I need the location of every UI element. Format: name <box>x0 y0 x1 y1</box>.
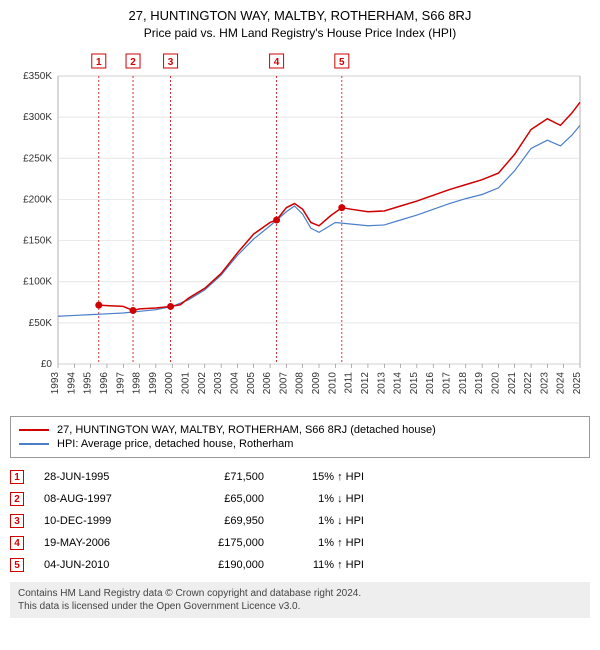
transaction-pct: 15% ↑ HPI <box>284 471 364 483</box>
svg-text:1998: 1998 <box>132 372 143 395</box>
svg-text:2014: 2014 <box>393 372 404 395</box>
transaction-row: 4 19-MAY-2006 £175,000 1% ↑ HPI <box>10 532 590 554</box>
svg-text:£350K: £350K <box>23 71 52 82</box>
svg-text:£200K: £200K <box>23 194 52 205</box>
transaction-date: 28-JUN-1995 <box>44 471 154 483</box>
chart-area: £0 £50K £100K £150K £200K £250K £300K £350K 1993… <box>10 48 590 408</box>
svg-text:2023: 2023 <box>539 372 550 395</box>
svg-text:2021: 2021 <box>507 372 518 395</box>
svg-text:2017: 2017 <box>442 372 453 395</box>
svg-text:2008: 2008 <box>295 372 306 395</box>
transaction-price: £71,500 <box>174 471 264 483</box>
transaction-table: 1 28-JUN-1995 £71,500 15% ↑ HPI 2 08-AUG-1997… <box>10 466 590 576</box>
footer-line: This data is licensed under the Open Gov… <box>18 600 582 613</box>
svg-text:2006: 2006 <box>262 372 273 395</box>
transaction-price: £190,000 <box>174 559 264 571</box>
transaction-pct: 1% ↑ HPI <box>284 537 364 549</box>
legend-swatch <box>19 443 49 445</box>
transaction-row: 3 10-DEC-1999 £69,950 1% ↓ HPI <box>10 510 590 532</box>
svg-text:£150K: £150K <box>23 236 52 247</box>
svg-text:2007: 2007 <box>278 372 289 395</box>
svg-text:2002: 2002 <box>197 372 208 395</box>
svg-text:£0: £0 <box>41 359 53 370</box>
svg-text:1: 1 <box>96 57 102 68</box>
legend-item: 27, HUNTINGTON WAY, MALTBY, ROTHERHAM, S… <box>19 424 581 436</box>
svg-text:2003: 2003 <box>213 372 224 395</box>
svg-text:1995: 1995 <box>83 372 94 395</box>
transaction-marker: 2 <box>10 492 24 506</box>
svg-text:2012: 2012 <box>360 372 371 395</box>
svg-text:£50K: £50K <box>29 318 53 329</box>
svg-text:1993: 1993 <box>50 372 61 395</box>
svg-text:2024: 2024 <box>556 372 567 395</box>
svg-text:1999: 1999 <box>148 372 159 395</box>
transaction-pct: 1% ↓ HPI <box>284 515 364 527</box>
svg-text:2022: 2022 <box>523 372 534 395</box>
chart-subtitle: Price paid vs. HM Land Registry's House … <box>10 26 590 40</box>
svg-text:2005: 2005 <box>246 372 257 395</box>
svg-text:£100K: £100K <box>23 277 52 288</box>
svg-text:4: 4 <box>274 57 280 68</box>
transaction-row: 2 08-AUG-1997 £65,000 1% ↓ HPI <box>10 488 590 510</box>
transaction-marker: 5 <box>10 558 24 572</box>
transaction-marker: 1 <box>10 470 24 484</box>
transaction-price: £175,000 <box>174 537 264 549</box>
legend-label: 27, HUNTINGTON WAY, MALTBY, ROTHERHAM, S… <box>57 424 436 436</box>
svg-text:2010: 2010 <box>327 372 338 395</box>
svg-text:1997: 1997 <box>115 372 126 395</box>
footer-line: Contains HM Land Registry data © Crown c… <box>18 587 582 600</box>
line-chart-svg: £0 £50K £100K £150K £200K £250K £300K £350K 1993… <box>10 48 590 408</box>
transaction-date: 10-DEC-1999 <box>44 515 154 527</box>
svg-text:2018: 2018 <box>458 372 469 395</box>
transaction-pct: 1% ↓ HPI <box>284 493 364 505</box>
svg-text:1996: 1996 <box>99 372 110 395</box>
svg-text:2: 2 <box>130 57 136 68</box>
transaction-pct: 11% ↑ HPI <box>284 559 364 571</box>
transaction-row: 1 28-JUN-1995 £71,500 15% ↑ HPI <box>10 466 590 488</box>
legend: 27, HUNTINGTON WAY, MALTBY, ROTHERHAM, S… <box>10 416 590 458</box>
svg-text:2019: 2019 <box>474 372 485 395</box>
transaction-date: 04-JUN-2010 <box>44 559 154 571</box>
transaction-price: £69,950 <box>174 515 264 527</box>
svg-text:3: 3 <box>168 57 174 68</box>
svg-text:2004: 2004 <box>229 372 240 395</box>
transaction-row: 5 04-JUN-2010 £190,000 11% ↑ HPI <box>10 554 590 576</box>
svg-text:2025: 2025 <box>572 372 583 395</box>
svg-text:2009: 2009 <box>311 372 322 395</box>
svg-text:2020: 2020 <box>490 372 501 395</box>
svg-text:£300K: £300K <box>23 112 52 123</box>
svg-text:2013: 2013 <box>376 372 387 395</box>
transaction-marker: 4 <box>10 536 24 550</box>
svg-text:2000: 2000 <box>164 372 175 395</box>
svg-text:1994: 1994 <box>66 372 77 395</box>
transaction-date: 08-AUG-1997 <box>44 493 154 505</box>
svg-text:2016: 2016 <box>425 372 436 395</box>
legend-item: HPI: Average price, detached house, Roth… <box>19 438 581 450</box>
svg-text:5: 5 <box>339 57 345 68</box>
footer-attribution: Contains HM Land Registry data © Crown c… <box>10 582 590 618</box>
svg-text:£250K: £250K <box>23 153 52 164</box>
legend-swatch <box>19 429 49 431</box>
svg-text:2015: 2015 <box>409 372 420 395</box>
svg-text:2011: 2011 <box>344 372 355 394</box>
transaction-price: £65,000 <box>174 493 264 505</box>
legend-label: HPI: Average price, detached house, Roth… <box>57 438 293 450</box>
transaction-marker: 3 <box>10 514 24 528</box>
chart-title: 27, HUNTINGTON WAY, MALTBY, ROTHERHAM, S… <box>10 8 590 23</box>
svg-text:2001: 2001 <box>181 372 192 395</box>
transaction-date: 19-MAY-2006 <box>44 537 154 549</box>
